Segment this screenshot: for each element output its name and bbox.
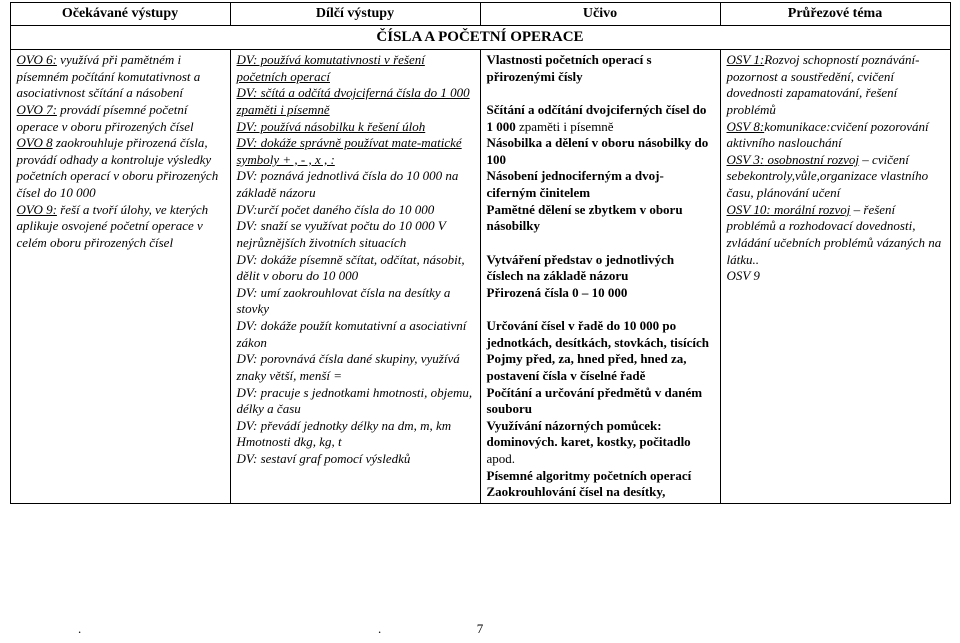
u6: Vytváření představ o jednotlivých číslec… [487, 252, 714, 285]
u11a: Využívání názorných pomůcek: dominových.… [487, 418, 691, 450]
u10: Počítání a určování předmětů v daném sou… [487, 385, 714, 418]
content-row: OVO 6: využívá při pamětném i písemném p… [10, 50, 950, 504]
page-container: Očekávané výstupy Dílčí výstupy Učivo Pr… [0, 2, 960, 643]
u4: Násobení jednociferným a dvoj-ciferným č… [487, 168, 714, 201]
header-col1: Očekávané výstupy [10, 3, 230, 26]
dv10: DV: dokáže použít komutativní a asociati… [237, 318, 474, 351]
dv4: DV: dokáže správně používat mate-matické… [237, 135, 462, 167]
dv5: DV: poznává jednotlivá čísla do 10 000 n… [237, 168, 474, 201]
dv15: DV: sestaví graf pomocí výsledků [237, 451, 474, 468]
osv10-label: OSV 10: [727, 202, 771, 217]
dv13: DV: převádí jednotky délky na dm, m, km [237, 418, 474, 435]
osv8-label: OSV 8: [727, 119, 765, 134]
u5: Pamětné dělení se zbytkem v oboru násobi… [487, 202, 714, 235]
u9: Pojmy před, za, hned před, hned za, post… [487, 351, 714, 384]
u1: Vlastnosti početních operací s přirozený… [487, 52, 714, 85]
ovo8-label: OVO 8 [17, 135, 53, 150]
cell-subject-matter: Vlastnosti početních operací s přirozený… [480, 50, 720, 504]
osv10-text1: morální rozvoj [771, 202, 851, 217]
footer-dot-mid: . [378, 621, 381, 637]
header-col3: Učivo [480, 3, 720, 26]
u8: Určování čísel v řadě do 10 000 po jedno… [487, 318, 714, 351]
header-col2: Dílčí výstupy [230, 3, 480, 26]
u7: Přirozená čísla 0 – 10 000 [487, 285, 714, 302]
footer-dot-left: . [78, 621, 81, 637]
osv9: OSV 9 [727, 268, 944, 285]
ovo9-label: OVO 9: [17, 202, 57, 217]
u3: Násobilka a dělení v oboru násobilky do … [487, 135, 714, 168]
dv6: DV:určí počet daného čísla do 10 000 [237, 202, 474, 219]
dv9: DV: umí zaokrouhlovat čísla na desítky a… [237, 285, 474, 318]
dv1: DV: používá komutativnosti v řešení poče… [237, 52, 425, 84]
table-header-row: Očekávané výstupy Dílčí výstupy Učivo Pr… [10, 3, 950, 26]
cell-cross-topics: OSV 1:Rozvoj schopností poznávání-pozorn… [720, 50, 950, 504]
u12: Písemné algoritmy početních operací [487, 468, 714, 485]
curriculum-table: Očekávané výstupy Dílčí výstupy Učivo Pr… [10, 2, 951, 504]
osv3-text1: osobnostní rozvoj [764, 152, 859, 167]
dv7: DV: snaží se využívat počtu do 10 000 V … [237, 218, 474, 251]
header-col4: Průřezové téma [720, 3, 950, 26]
section-title: ČÍSLA A POČETNÍ OPERACE [10, 25, 950, 49]
cell-expected-outputs: OVO 6: využívá při pamětném i písemném p… [10, 50, 230, 504]
page-number: 7 [477, 621, 484, 637]
osv3-label: OSV 3: [727, 152, 765, 167]
section-title-row: ČÍSLA A POČETNÍ OPERACE [10, 25, 950, 49]
dv14: Hmotnosti dkg, kg, t [237, 434, 474, 451]
ovo6-label: OVO 6: [17, 52, 57, 67]
u2b: zpaměti i písemně [516, 119, 614, 134]
osv1-label: OSV 1: [727, 52, 765, 67]
ovo7-label: OVO 7: [17, 102, 57, 117]
cell-partial-outputs: DV: používá komutativnosti v řešení poče… [230, 50, 480, 504]
dv2: DV: sčítá a odčítá dvojciferná čísla do … [237, 85, 470, 117]
dv8: DV: dokáže písemně sčítat, odčítat, náso… [237, 252, 474, 285]
dv3: DV: používá násobilku k řešení úloh [237, 119, 426, 134]
dv12: DV: pracuje s jednotkami hmotnosti, obje… [237, 385, 474, 418]
u13: Zaokrouhlování čísel na desítky, [487, 484, 714, 501]
dv11: DV: porovnává čísla dané skupiny, využív… [237, 351, 474, 384]
u11b: apod. [487, 451, 516, 466]
